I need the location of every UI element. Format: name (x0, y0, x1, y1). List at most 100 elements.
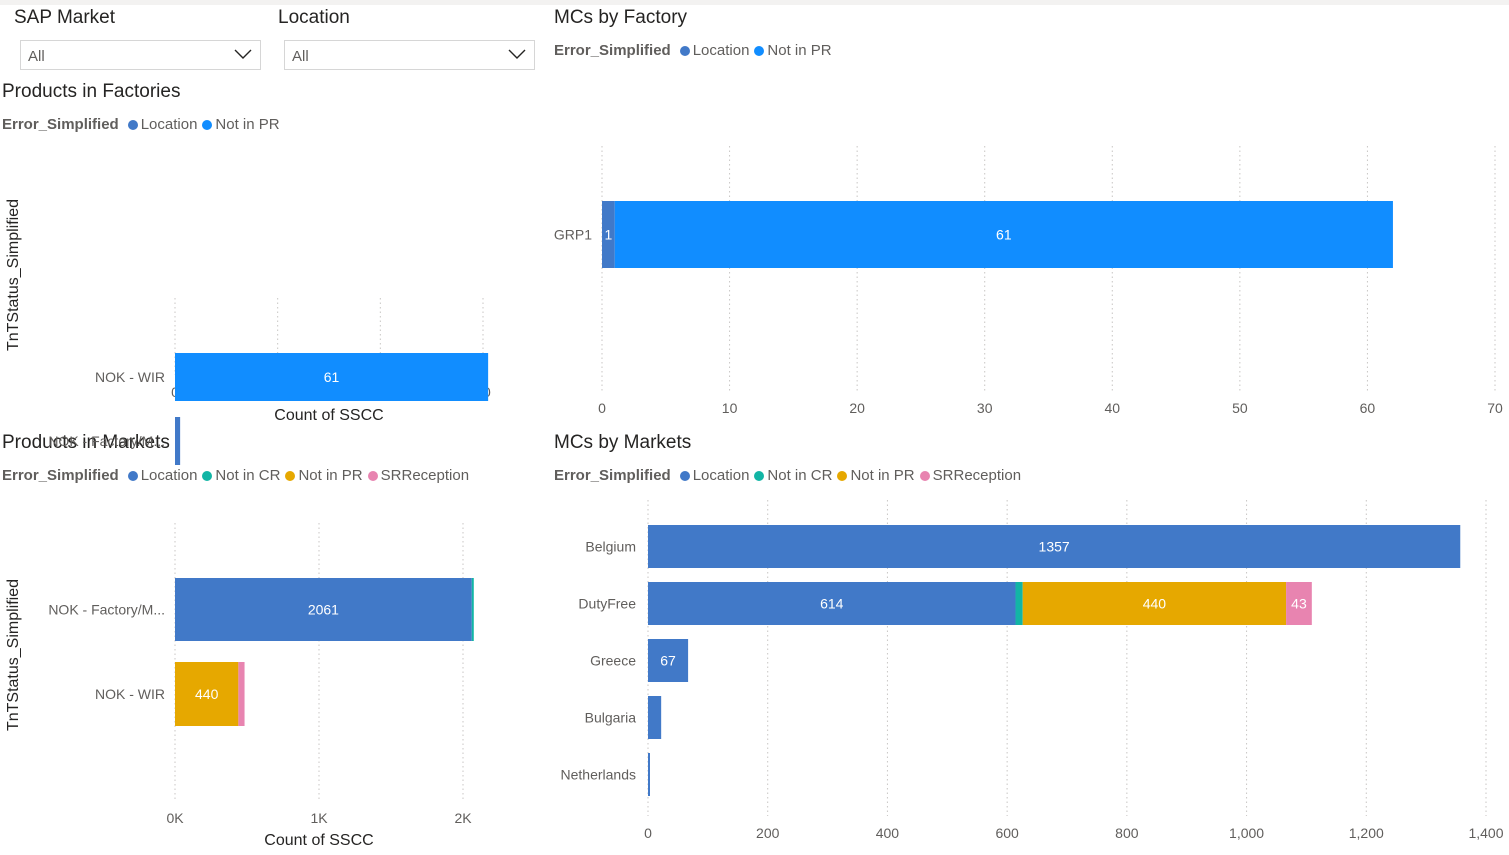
data-label: 61 (324, 369, 340, 385)
x-tick-label: 2K (454, 810, 472, 826)
legend-item-srreception[interactable]: SRReception (919, 467, 1022, 484)
legend-label: Not in CR (767, 467, 833, 484)
legend-label: Location (140, 467, 198, 484)
data-label: 440 (195, 686, 219, 702)
legend-dot-icon (754, 470, 765, 481)
mcs-by-markets-title: MCs by Markets (554, 432, 692, 453)
legend-title: Error_Simplified (554, 42, 671, 59)
legend-title: Error_Simplified (2, 467, 119, 484)
legend-label: Not in CR (215, 467, 281, 484)
x-tick-label: 0 (598, 400, 606, 416)
products-in-factories-title: Products in Factories (2, 81, 181, 102)
legend-item-not-in-cr[interactable]: Not in CR (754, 467, 832, 484)
bar-location-dutyfree[interactable] (648, 582, 1016, 625)
category-label-netherlands: Netherlands (561, 767, 637, 783)
location-slicer-title: Location (278, 7, 350, 28)
legend-dot-icon (679, 470, 690, 481)
data-label: 1357 (1039, 539, 1070, 555)
products-in-markets-chart: 0K 1K 2K Count of SSCC TnTStatus_Simplified N… (5, 523, 474, 849)
legend-label: Not in PR (215, 116, 280, 133)
bar-not-in-cr-nok-factory-m[interactable] (471, 578, 474, 641)
x-tick-label: 70 (1487, 400, 1503, 416)
bar-not-in-pr-nok-wir[interactable] (175, 662, 239, 726)
legend-item-srreception[interactable]: SRReception (367, 467, 470, 484)
top-bar (0, 0, 1509, 5)
legend-item-not-in-pr[interactable]: Not in PR (202, 116, 280, 133)
legend-dot-icon (679, 45, 690, 56)
legend-item-location[interactable]: Location (127, 467, 198, 484)
bar-srreception-dutyfree[interactable] (1286, 582, 1312, 625)
mcs-by-markets-chart: 0 200 400 600 800 1,000 1,200 1,400 Belgium 1357 D… (561, 500, 1504, 841)
legend-products-in-markets: Error_Simplified Location Not in CR Not in … (2, 467, 474, 484)
bar-location-grp1[interactable] (602, 201, 615, 268)
x-tick-label: 1,000 (1229, 825, 1264, 841)
legend-item-not-in-pr[interactable]: Not in PR (754, 42, 832, 59)
x-tick-label: 200 (756, 825, 780, 841)
x-tick-label: 0K (166, 810, 184, 826)
chevron-down-icon (234, 49, 252, 59)
x-tick-label: 600 (995, 825, 1019, 841)
legend-label: Location (692, 42, 750, 59)
x-tick-label: 20 (849, 400, 865, 416)
x-tick-label: 800 (1115, 825, 1139, 841)
legend-title: Error_Simplified (554, 467, 671, 484)
bar-not-in-pr-dutyfree[interactable] (1022, 582, 1287, 625)
bar-not-in-pr-grp1[interactable] (614, 201, 1393, 268)
legend-item-not-in-pr[interactable]: Not in PR (285, 467, 363, 484)
legend-label: SRReception (380, 467, 470, 484)
data-label: 440 (1143, 596, 1167, 612)
category-label-bulgaria: Bulgaria (585, 710, 637, 726)
category-label-nok-factory-m: NOK - Factory/M... (48, 602, 165, 618)
data-label: 43 (1291, 596, 1307, 612)
mcs-by-factory-title: MCs by Factory (554, 7, 688, 28)
x-axis-label: Count of SSCC (264, 832, 373, 849)
data-label: 67 (660, 653, 676, 669)
bar-location-netherlands[interactable] (648, 753, 650, 796)
legend-dot-icon (367, 470, 378, 481)
legend-label: SRReception (932, 467, 1022, 484)
x-tick-label: 1,200 (1349, 825, 1384, 841)
category-label-nok-wir: NOK - WIR (95, 686, 165, 702)
legend-mcs-by-factory: Error_Simplified Location Not in PR (554, 42, 837, 59)
bar-location-nok-factory-m[interactable] (175, 578, 472, 641)
y-axis-label: TnTStatus_Simplified (5, 579, 22, 731)
bar-not-in-pr-nok-wir[interactable] (175, 353, 489, 401)
legend-title: Error_Simplified (2, 116, 119, 133)
data-label: 61 (996, 227, 1012, 243)
legend-label: Location (140, 116, 198, 133)
bar-location-bulgaria[interactable] (648, 696, 662, 739)
category-label-greece: Greece (590, 653, 636, 669)
legend-dot-icon (202, 470, 213, 481)
legend-label: Not in PR (850, 467, 915, 484)
location-value: All (292, 48, 309, 65)
location-dropdown[interactable]: All (284, 40, 535, 70)
legend-dot-icon (837, 470, 848, 481)
category-label-dutyfree: DutyFree (578, 596, 636, 612)
legend-item-location[interactable]: Location (679, 42, 750, 59)
x-tick-label: 30 (977, 400, 993, 416)
legend-item-location[interactable]: Location (127, 116, 198, 133)
legend-dot-icon (285, 470, 296, 481)
category-label-belgium: Belgium (585, 539, 636, 555)
bar-not-in-cr-dutyfree[interactable] (1015, 582, 1023, 625)
bar-location-belgium[interactable] (648, 525, 1461, 568)
x-tick-label: 10 (722, 400, 738, 416)
legend-item-not-in-pr[interactable]: Not in PR (837, 467, 915, 484)
products-in-factories-chart: 0204060Count of SSCCTnTStatus_Simplified… (5, 199, 491, 465)
legend-dot-icon (202, 119, 213, 130)
legend-products-in-factories: Error_Simplified Location Not in PR (2, 116, 285, 133)
chevron-down-icon (508, 49, 526, 59)
legend-item-not-in-cr[interactable]: Not in CR (202, 467, 280, 484)
x-axis-label: Count of SSCC (274, 407, 383, 424)
bar-srreception-nok-wir[interactable] (238, 662, 245, 726)
x-tick-label: 1,400 (1468, 825, 1503, 841)
sap-market-dropdown[interactable]: All (20, 40, 261, 70)
legend-label: Not in PR (767, 42, 832, 59)
bar-location-nok-factory-m[interactable] (175, 417, 181, 465)
bar-location-greece[interactable] (648, 639, 689, 682)
legend-item-location[interactable]: Location (679, 467, 749, 484)
legend-mcs-by-markets: Error_Simplified Location Not in CR Not in … (554, 467, 1026, 484)
x-tick-label: 0 (644, 825, 652, 841)
mcs-by-factory-chart: 0 10 20 30 40 50 60 70 GRP1 1 61 (554, 146, 1503, 416)
sap-market-slicer-title: SAP Market (14, 7, 116, 28)
